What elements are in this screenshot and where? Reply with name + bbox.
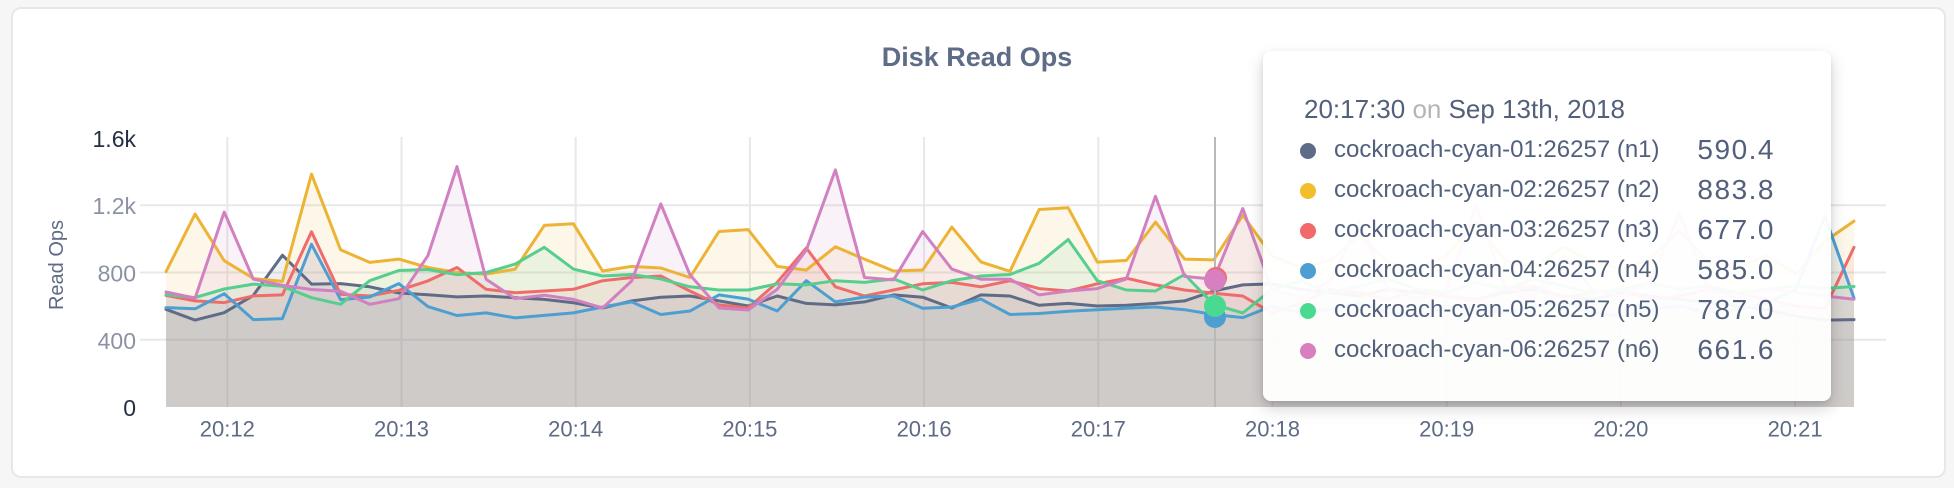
svg-text:Read Ops: Read Ops — [46, 220, 68, 310]
svg-text:20:20: 20:20 — [1593, 417, 1648, 442]
svg-text:400: 400 — [98, 328, 136, 354]
svg-text:20:17: 20:17 — [1071, 417, 1126, 442]
svg-text:20:14: 20:14 — [548, 417, 603, 442]
svg-text:20:21: 20:21 — [1768, 417, 1823, 442]
svg-text:1.2k: 1.2k — [93, 193, 137, 219]
svg-text:1.6k: 1.6k — [93, 126, 137, 152]
svg-text:20:13: 20:13 — [374, 417, 429, 442]
svg-text:0: 0 — [123, 395, 136, 421]
svg-text:20:18: 20:18 — [1245, 417, 1300, 442]
svg-text:800: 800 — [98, 261, 136, 287]
svg-text:20:16: 20:16 — [897, 417, 952, 442]
svg-text:20:19: 20:19 — [1419, 417, 1474, 442]
svg-text:20:12: 20:12 — [200, 417, 255, 442]
svg-text:20:15: 20:15 — [722, 417, 777, 442]
